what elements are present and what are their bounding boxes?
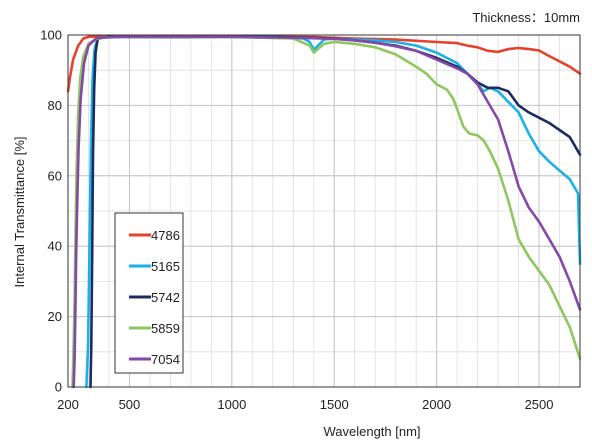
legend-label-7054: 7054 <box>151 352 180 367</box>
legend-label-5165: 5165 <box>151 259 180 274</box>
x-tick-labels: 200 500 1000 1500 2000 2500 <box>57 397 553 412</box>
series-line-7054 <box>72 35 582 389</box>
y-tick-label: 40 <box>48 239 62 254</box>
y-axis-label: Internal Transmittance [%] <box>12 136 27 287</box>
x-axis-label: Wavelength [nm] <box>323 424 420 439</box>
x-tick-label: 1000 <box>217 397 246 412</box>
plot-frame <box>67 34 581 388</box>
series-line-4786 <box>66 34 582 93</box>
y-tick-labels: 0 20 40 60 80 100 <box>40 28 62 395</box>
x-tick-label: 2500 <box>525 397 554 412</box>
thickness-note: Thickness：10mm <box>472 10 580 25</box>
legend-label-5742: 5742 <box>151 290 180 305</box>
y-tick-label: 60 <box>48 168 62 183</box>
x-tick-label: 2000 <box>422 397 451 412</box>
y-tick-label: 100 <box>40 28 62 43</box>
y-tick-label: 0 <box>55 380 62 395</box>
legend-label-5859: 5859 <box>151 321 180 336</box>
y-tick-label: 80 <box>48 98 62 113</box>
x-tick-label: 200 <box>57 397 79 412</box>
x-tick-label: 500 <box>119 397 141 412</box>
series-lines <box>66 34 582 389</box>
legend-box <box>114 212 184 374</box>
legend-label-4786: 4786 <box>151 228 180 243</box>
y-tick-label: 20 <box>48 309 62 324</box>
x-tick-label: 1500 <box>320 397 349 412</box>
legend: 4786 5165 5742 5859 7054 <box>114 212 184 374</box>
series-line-5859 <box>71 35 582 389</box>
